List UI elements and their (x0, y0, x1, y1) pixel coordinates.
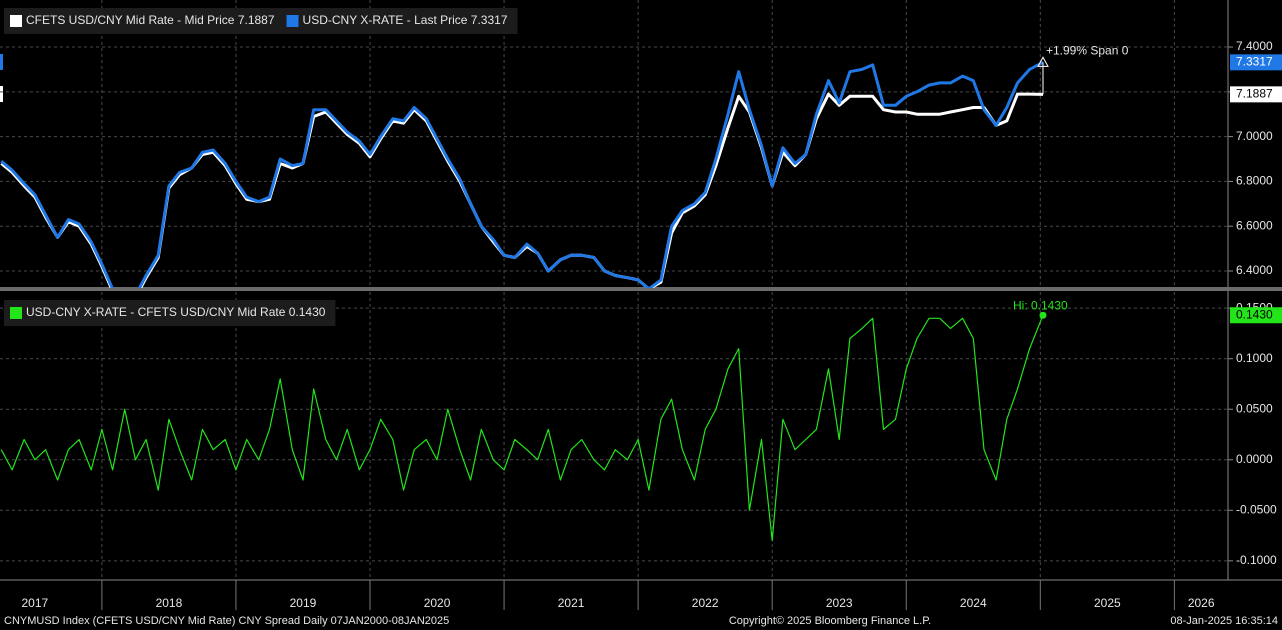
footer-left: CNYMUSD Index (CFETS USD/CNY Mid Rate) C… (4, 615, 449, 627)
annotation: Hi: 0.1430 (1013, 298, 1068, 312)
legend-box (4, 8, 518, 34)
x-tick-label: 2026 (1188, 596, 1215, 610)
legend-entry: USD-CNY X-RATE - Last Price 7.3317 (303, 13, 508, 27)
y-tick-label: -0.0500 (1236, 502, 1277, 516)
y-tick-label: 7.0000 (1236, 129, 1273, 143)
legend-box (4, 300, 336, 326)
x-tick-label: 2021 (558, 596, 585, 610)
y-tick-label: 0.0000 (1236, 452, 1273, 466)
y-tick-label: 6.8000 (1236, 174, 1273, 188)
edge-marker (0, 54, 3, 70)
x-tick-label: 2022 (692, 596, 719, 610)
x-tick-label: 2025 (1094, 596, 1121, 610)
value-tag (1230, 86, 1282, 103)
legend-name: USD-CNY X-RATE - CFETS USD/CNY Mid Rate (26, 305, 286, 319)
y-tick-label: -0.1000 (1236, 553, 1277, 567)
annotation: +1.99% Span 0 (1046, 43, 1129, 57)
value-tag-label: 7.3317 (1236, 54, 1273, 68)
y-tick-label: 7.4000 (1236, 39, 1273, 53)
legend-swatch (10, 307, 22, 319)
footer-center: Copyright© 2025 Bloomberg Finance L.P. (729, 615, 931, 627)
y-tick-label: 0.0500 (1236, 401, 1273, 415)
series-line (0, 60, 1044, 288)
span-arrow (1037, 56, 1049, 67)
x-tick-label: 2019 (290, 596, 317, 610)
legend-value: 7.1887 (238, 13, 275, 27)
legend-value: 0.1430 (289, 305, 326, 319)
legend-entry: USD-CNY X-RATE - CFETS USD/CNY Mid Rate … (26, 305, 326, 319)
legend-entry: CFETS USD/CNY Mid Rate - Mid Price 7.188… (26, 13, 275, 27)
y-tick-label: 6.6000 (1236, 218, 1273, 232)
high-marker (1039, 311, 1047, 319)
x-tick-label: 2017 (22, 596, 49, 610)
plot-area (0, 314, 1044, 542)
value-tag-label: 0.1430 (1236, 307, 1273, 321)
y-tick-label: 6.4000 (1236, 263, 1273, 277)
footer-right: 08-Jan-2025 16:35:14 (1170, 615, 1278, 627)
legend-swatch (286, 15, 299, 27)
panel-separator (0, 287, 1282, 291)
legend-swatch (10, 15, 22, 27)
plot-area (0, 60, 1044, 288)
y-tick-label: 0.1000 (1236, 351, 1273, 365)
legend-name: CFETS USD/CNY Mid Rate - Mid Price (26, 13, 235, 27)
series-line (0, 314, 1044, 542)
value-tag-label: 7.1887 (1236, 87, 1273, 101)
x-tick-label: 2024 (960, 596, 987, 610)
x-tick-label: 2018 (156, 596, 183, 610)
legend-value: 7.3317 (471, 13, 508, 27)
value-tag (1230, 307, 1282, 324)
x-tick-label: 2023 (826, 596, 853, 610)
edge-marker (0, 86, 3, 102)
legend-name: USD-CNY X-RATE - Last Price (303, 13, 468, 27)
value-tag (1230, 54, 1282, 71)
x-tick-label: 2020 (424, 596, 451, 610)
